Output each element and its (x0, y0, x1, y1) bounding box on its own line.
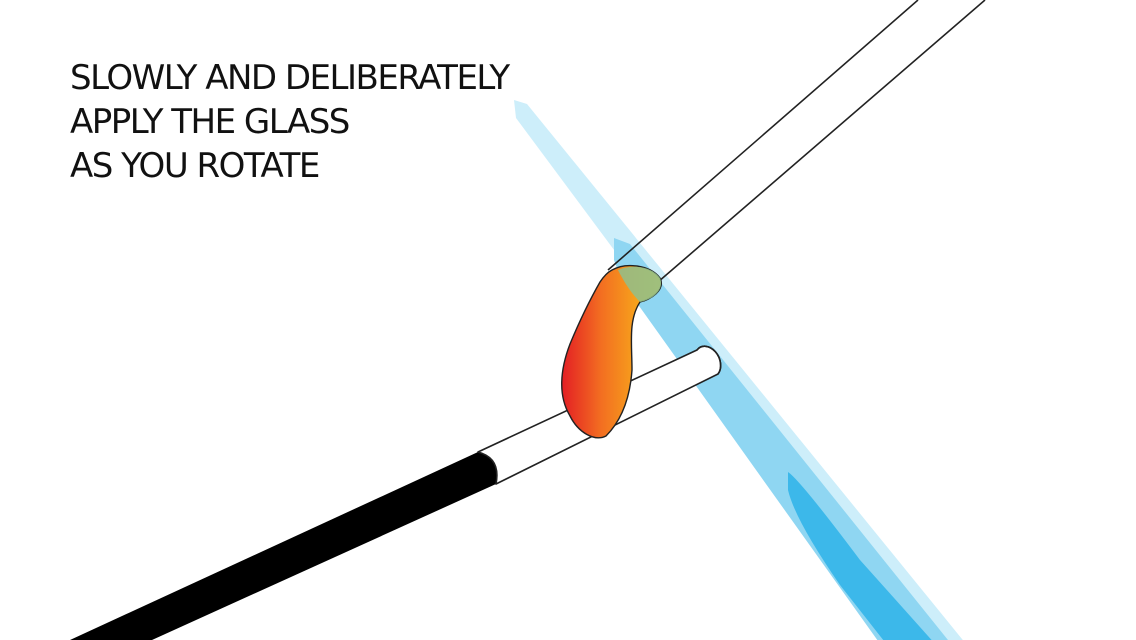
mandrel-handle (70, 452, 497, 640)
flame-outer-layer (514, 100, 963, 640)
instruction-caption: SLOWLY AND DELIBERATELY APPLY THE GLASS … (70, 56, 510, 188)
glass-rod-upper-edge (607, 0, 919, 271)
molten-glass-icon (561, 264, 662, 439)
glass-rod-lower-edge (657, 0, 986, 283)
caption-line-2: APPLY THE GLASS (70, 102, 350, 142)
flame-core-layer (788, 472, 932, 640)
caption-line-1: SLOWLY AND DELIBERATELY (70, 58, 510, 98)
torch-flame-icon (514, 100, 963, 640)
caption-line-3: AS YOU ROTATE (70, 146, 320, 186)
flame-middle-layer (614, 238, 948, 640)
molten-glass-cooled-tip (618, 266, 662, 302)
glass-rod-icon (607, 0, 986, 283)
mandrel-tube-tip (696, 345, 722, 375)
